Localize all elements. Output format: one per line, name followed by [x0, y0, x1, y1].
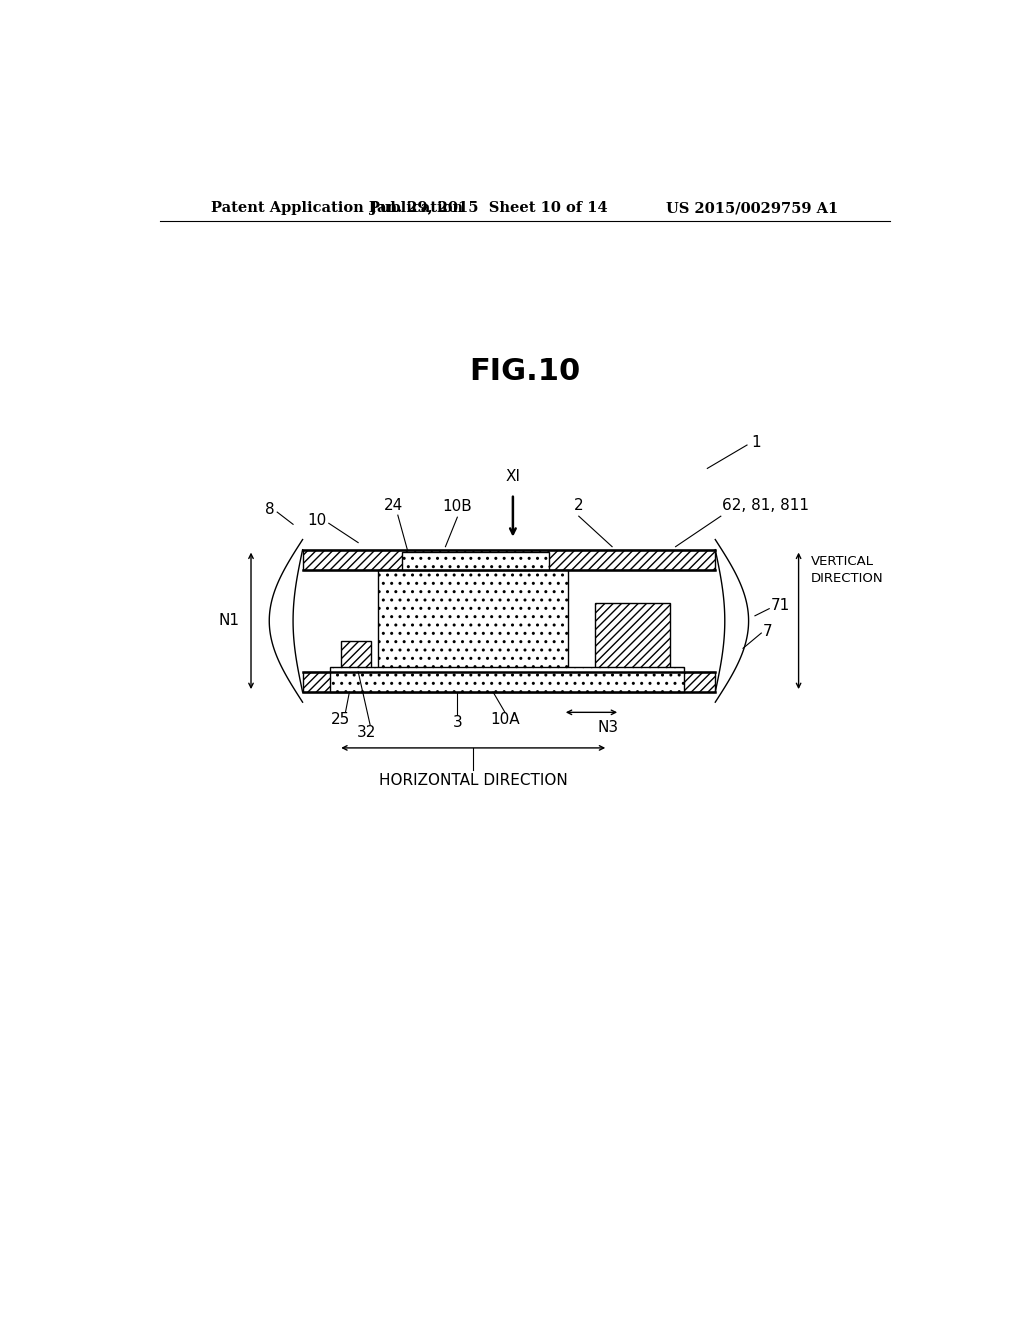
Text: VERTICAL: VERTICAL: [811, 554, 873, 568]
Text: 7: 7: [763, 623, 772, 639]
Text: 10A: 10A: [490, 713, 520, 727]
Bar: [595, 602, 670, 672]
Text: N3: N3: [598, 721, 618, 735]
Bar: [303, 549, 715, 570]
Text: HORIZONTAL DIRECTION: HORIZONTAL DIRECTION: [379, 774, 567, 788]
Text: 25: 25: [331, 713, 350, 727]
Text: 2: 2: [574, 498, 584, 513]
Text: 1: 1: [751, 436, 761, 450]
Text: 10: 10: [307, 512, 327, 528]
Text: Jan. 29, 2015  Sheet 10 of 14: Jan. 29, 2015 Sheet 10 of 14: [371, 201, 608, 215]
Text: DIRECTION: DIRECTION: [811, 572, 883, 585]
Text: XI: XI: [506, 469, 520, 483]
Bar: [401, 552, 549, 570]
Text: N1: N1: [218, 614, 240, 628]
Text: 71: 71: [771, 598, 791, 612]
Text: Patent Application Publication: Patent Application Publication: [211, 201, 463, 215]
Text: FIG.10: FIG.10: [469, 358, 581, 387]
Bar: [331, 667, 684, 692]
Bar: [341, 642, 371, 672]
Text: US 2015/0029759 A1: US 2015/0029759 A1: [666, 201, 839, 215]
Text: 3: 3: [453, 715, 462, 730]
Text: 8: 8: [265, 502, 274, 516]
Text: 24: 24: [384, 498, 403, 513]
Text: 10B: 10B: [442, 499, 472, 515]
Bar: [378, 570, 568, 672]
Text: 62, 81, 811: 62, 81, 811: [722, 498, 809, 513]
Text: 32: 32: [356, 725, 376, 739]
Bar: [303, 672, 715, 692]
